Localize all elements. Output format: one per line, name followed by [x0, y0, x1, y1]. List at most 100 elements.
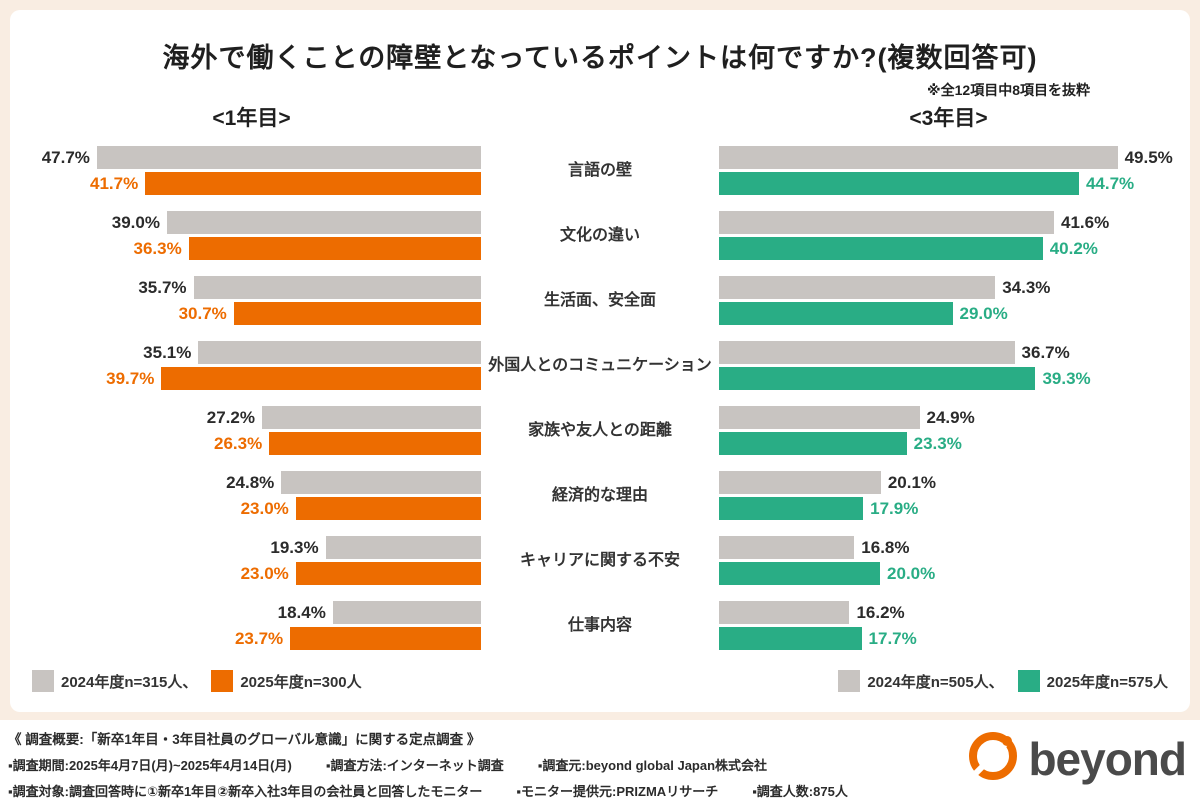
bar-line: 39.0%	[22, 211, 481, 234]
right-bar-group-5: 24.9% 23.3%	[719, 398, 1178, 463]
header-year1: <1年目>	[212, 107, 291, 130]
bar-line: 34.3%	[719, 276, 1178, 299]
bar-line: 36.7%	[719, 341, 1178, 364]
bar-value-label: 39.3%	[1042, 369, 1091, 388]
right-bar-2025年度n=575人	[719, 237, 1043, 260]
survey-target: ▪調査対象:調査回答時に①新卒1年目②新卒入社3年目の会社員と回答したモニター	[8, 784, 483, 799]
bar-value-label: 29.0%	[959, 304, 1008, 323]
left-bar-group-3: 35.7% 30.7%	[22, 268, 481, 333]
left-bar-group-2: 39.0% 36.3%	[22, 203, 481, 268]
header-year3: <3年目>	[909, 107, 988, 130]
legend-swatch-2025-orange	[211, 670, 234, 692]
right-bar-2025年度n=575人	[719, 627, 862, 650]
left-bar-2024年度n=315人	[193, 276, 481, 299]
legend-year3: 2024年度n=505人、 2025年度n=575人	[838, 670, 1168, 692]
right-bar-2024年度n=505人	[719, 146, 1118, 169]
bar-value-label: 26.3%	[214, 434, 263, 453]
bar-value-label: 19.3%	[270, 538, 319, 557]
left-bar-2025年度n=300人	[269, 432, 481, 455]
category-label-5: 家族や友人との距離	[528, 421, 672, 439]
bar-line: 40.2%	[719, 237, 1178, 260]
bar-line: 41.7%	[22, 172, 481, 195]
right-bar-group-1: 49.5% 44.7%	[719, 138, 1178, 203]
category-label-3: 生活面、安全面	[543, 291, 656, 309]
bar-line: 41.6%	[719, 211, 1178, 234]
bar-value-label: 23.0%	[240, 564, 289, 583]
bar-line: 17.7%	[719, 627, 1178, 650]
bar-line: 27.2%	[22, 406, 481, 429]
bar-line: 47.7%	[22, 146, 481, 169]
bar-value-label: 47.7%	[41, 148, 90, 167]
bar-value-label: 17.9%	[870, 499, 919, 518]
chart-title: 海外で働くことの障壁となっているポイントは何ですか?(複数回答可)	[162, 43, 1038, 73]
bar-value-label: 24.9%	[926, 408, 975, 427]
right-bar-group-2: 41.6% 40.2%	[719, 203, 1178, 268]
bar-line: 24.8%	[22, 471, 481, 494]
bar-line: 29.0%	[719, 302, 1178, 325]
left-bar-group-5: 27.2% 26.3%	[22, 398, 481, 463]
year1-bars-column: 47.7% 41.7% 39.0% 36.3% 35.7% 30.7% 35.1% 39.7%…	[22, 138, 481, 658]
bar-value-label: 41.7%	[90, 174, 139, 193]
left-bar-group-8: 18.4% 23.7%	[22, 593, 481, 658]
bar-value-label: 17.7%	[868, 629, 917, 648]
survey-method: ▪調査方法:インターネット調査	[325, 758, 504, 773]
bar-line: 30.7%	[22, 302, 481, 325]
legend-label-2025: 2025年度n=300人	[240, 673, 362, 691]
left-bar-2024年度n=315人	[332, 601, 481, 624]
bar-line: 23.7%	[22, 627, 481, 650]
left-bar-2025年度n=300人	[295, 562, 481, 585]
survey-source: ▪調査元:beyond global Japan株式会社	[537, 758, 768, 773]
chart-note: ※全12項目中8項目を抜粋	[927, 82, 1090, 98]
legends: 2024年度n=315人、 2025年度n=300人 2024年度n=505人、…	[22, 670, 1178, 692]
bar-line: 23.0%	[22, 497, 481, 520]
legend-swatch-2024-gray	[32, 670, 54, 692]
right-bar-2025年度n=575人	[719, 367, 1036, 390]
left-bar-2025年度n=300人	[145, 172, 481, 195]
right-bar-2025年度n=575人	[719, 432, 907, 455]
survey-overview-footer: 《 調査概要:「新卒1年目・3年目社員のグローバル意識」に関する定点調査 》 ▪…	[0, 720, 1200, 800]
bar-value-label: 44.7%	[1085, 174, 1135, 193]
left-bar-2024年度n=315人	[281, 471, 481, 494]
category-label-4: 外国人とのコミュニケーション	[488, 356, 712, 374]
left-bar-2025年度n=300人	[233, 302, 481, 325]
right-bar-2025年度n=575人	[719, 562, 881, 585]
bar-value-label: 39.7%	[106, 369, 155, 388]
survey-period: ▪調査期間:2025年4月7日(月)~2025年4月14日(月)	[8, 758, 292, 773]
right-bar-2024年度n=505人	[719, 211, 1054, 234]
bar-line: 35.1%	[22, 341, 481, 364]
bar-line: 36.3%	[22, 237, 481, 260]
bar-line: 49.5%	[719, 146, 1178, 169]
category-label-6: 経済的な理由	[551, 486, 648, 504]
bar-value-label: 24.8%	[226, 473, 275, 492]
category-label-7: キャリアに関する不安	[519, 551, 680, 569]
legend-label-2024: 2024年度n=505人、	[867, 673, 1004, 691]
bar-line: 44.7%	[719, 172, 1178, 195]
right-bar-group-4: 36.7% 39.3%	[719, 333, 1178, 398]
bar-line: 26.3%	[22, 432, 481, 455]
right-bar-group-6: 20.1% 17.9%	[719, 463, 1178, 528]
bar-line: 35.7%	[22, 276, 481, 299]
column-headers: <1年目> <3年目>	[22, 102, 1178, 132]
right-bar-2024年度n=505人	[719, 276, 996, 299]
left-bar-2024年度n=315人	[325, 536, 481, 559]
chart-panel: 海外で働くことの障壁となっているポイントは何ですか?(複数回答可) ※全12項目…	[10, 10, 1190, 712]
bar-value-label: 23.3%	[913, 434, 962, 453]
bar-value-label: 36.7%	[1021, 343, 1070, 362]
right-bar-2024年度n=505人	[719, 536, 855, 559]
right-bar-2024年度n=505人	[719, 406, 920, 429]
survey-details-line2: ▪調査対象:調査回答時に①新卒1年目②新卒入社3年目の会社員と回答したモニター …	[8, 781, 1190, 800]
bar-value-label: 49.5%	[1124, 148, 1173, 167]
bar-value-label: 16.8%	[861, 538, 910, 557]
right-bar-2024年度n=505人	[719, 471, 881, 494]
bar-line: 18.4%	[22, 601, 481, 624]
right-bar-group-3: 34.3% 29.0%	[719, 268, 1178, 333]
right-bar-2024年度n=505人	[719, 601, 850, 624]
left-bar-2025年度n=300人	[290, 627, 481, 650]
bar-value-label: 30.7%	[178, 304, 227, 323]
survey-details-line1: ▪調査期間:2025年4月7日(月)~2025年4月14日(月) ▪調査方法:イ…	[8, 755, 1190, 774]
left-bar-2025年度n=300人	[188, 237, 481, 260]
legend-swatch-2025-green	[1017, 670, 1040, 692]
left-bar-group-1: 47.7% 41.7%	[22, 138, 481, 203]
beyond-logo: beyond	[960, 729, 1187, 788]
